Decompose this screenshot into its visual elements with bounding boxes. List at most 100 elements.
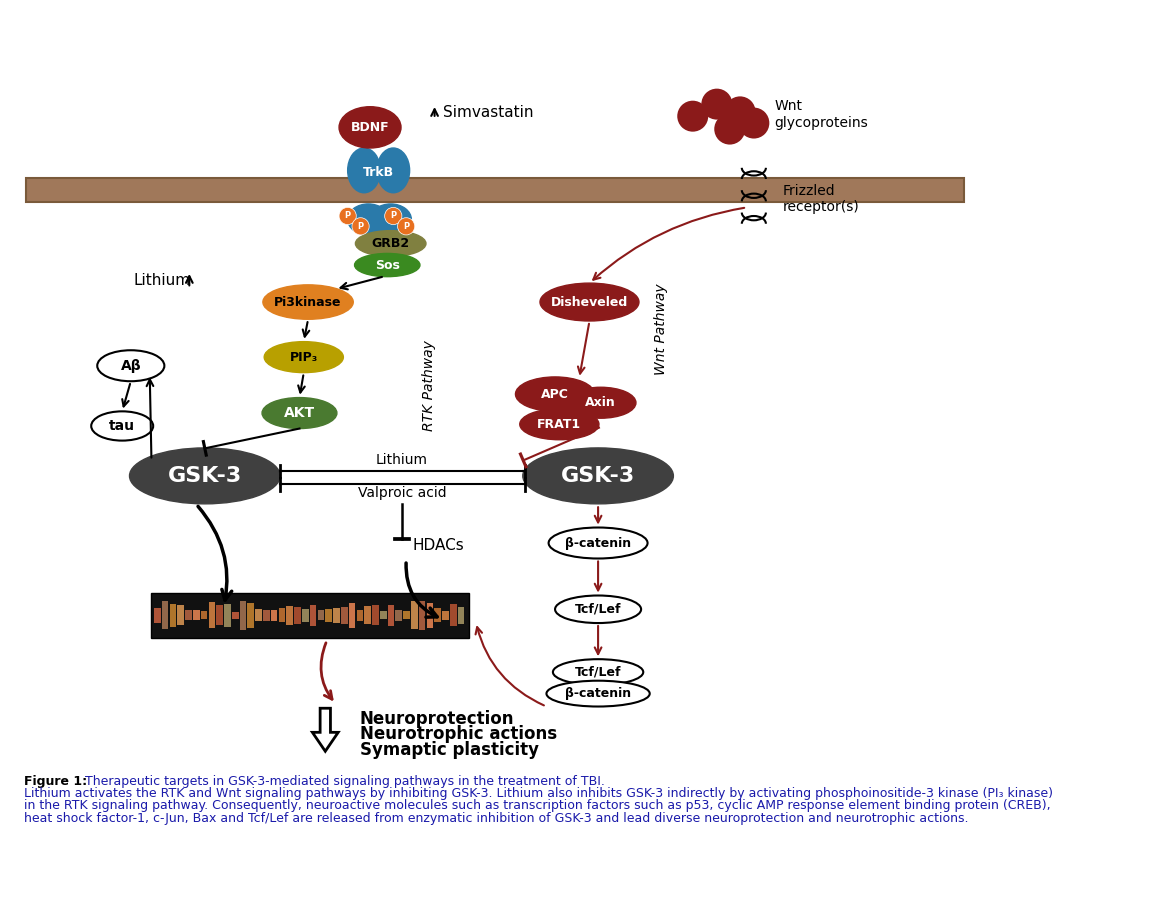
Bar	[154, 607, 160, 623]
Text: Wnt
glycoproteins: Wnt glycoproteins	[774, 99, 869, 130]
Bar	[256, 609, 262, 621]
Bar	[372, 605, 379, 625]
Text: GRB2: GRB2	[372, 237, 410, 250]
Text: Disheveled: Disheveled	[551, 296, 628, 308]
FancyArrowPatch shape	[406, 563, 437, 617]
Text: Symaptic plasticity: Symaptic plasticity	[359, 741, 539, 759]
Ellipse shape	[348, 148, 380, 193]
Text: Aβ: Aβ	[121, 359, 141, 373]
Circle shape	[677, 101, 708, 132]
Text: heat shock factor-1, c-Jun, Bax and Tcf/Lef are released from enzymatic inhibiti: heat shock factor-1, c-Jun, Bax and Tcf/…	[24, 812, 969, 824]
Text: PIP₃: PIP₃	[289, 350, 318, 364]
Bar	[380, 612, 387, 619]
Ellipse shape	[520, 409, 599, 440]
FancyArrowPatch shape	[146, 379, 153, 458]
Bar	[161, 601, 168, 630]
Text: Frizzled
receptor(s): Frizzled receptor(s)	[783, 184, 859, 214]
FancyArrowPatch shape	[594, 507, 601, 523]
Ellipse shape	[555, 596, 642, 623]
FancyArrowPatch shape	[594, 561, 601, 590]
Bar	[263, 610, 270, 621]
Text: Neurotrophic actions: Neurotrophic actions	[359, 725, 556, 743]
Bar	[403, 611, 410, 620]
Bar	[287, 606, 293, 624]
Bar	[271, 610, 278, 621]
FancyArrowPatch shape	[476, 627, 544, 705]
Text: Axin: Axin	[585, 396, 616, 409]
Ellipse shape	[515, 377, 594, 412]
Text: GSK-3: GSK-3	[168, 466, 242, 486]
Text: P: P	[357, 222, 364, 231]
Bar	[302, 608, 309, 622]
FancyArrowPatch shape	[431, 109, 438, 116]
Circle shape	[353, 218, 369, 235]
Text: P: P	[391, 212, 396, 221]
FancyArrowPatch shape	[298, 376, 305, 393]
Ellipse shape	[523, 448, 674, 504]
Text: FRAT1: FRAT1	[537, 418, 582, 431]
Circle shape	[385, 207, 402, 224]
Bar	[209, 602, 215, 628]
FancyArrowPatch shape	[122, 384, 130, 406]
Bar	[388, 605, 394, 625]
FancyArrowPatch shape	[593, 208, 744, 279]
Bar	[395, 610, 402, 621]
Ellipse shape	[355, 253, 420, 277]
Bar	[151, 593, 469, 638]
Text: Valproic acid: Valproic acid	[357, 487, 446, 500]
Bar	[240, 601, 247, 630]
Text: HDACs: HDACs	[412, 538, 464, 553]
Circle shape	[702, 88, 733, 120]
Text: Lithium: Lithium	[134, 273, 190, 288]
Text: Pi3kinase: Pi3kinase	[274, 296, 342, 308]
Ellipse shape	[129, 448, 280, 504]
Ellipse shape	[548, 527, 647, 559]
Bar	[426, 603, 433, 628]
Text: Tcf/Lef: Tcf/Lef	[575, 666, 621, 678]
Bar	[294, 607, 301, 623]
Ellipse shape	[356, 231, 426, 257]
Bar	[325, 608, 332, 622]
Text: P: P	[344, 212, 350, 221]
Ellipse shape	[263, 285, 354, 319]
Text: Lithium activates the RTK and Wnt signaling pathways by inhibiting GSK-3. Lithiu: Lithium activates the RTK and Wnt signal…	[24, 787, 1053, 800]
Bar	[177, 605, 184, 625]
Ellipse shape	[262, 397, 336, 429]
Bar	[169, 604, 176, 627]
Bar	[194, 610, 199, 621]
Text: RTK Pathway: RTK Pathway	[422, 340, 435, 431]
Bar	[411, 601, 418, 630]
Bar	[333, 608, 340, 623]
Bar	[279, 608, 286, 623]
Bar	[225, 604, 230, 627]
Bar	[364, 606, 371, 624]
Circle shape	[725, 96, 756, 127]
Ellipse shape	[370, 204, 411, 235]
FancyArrowPatch shape	[185, 277, 192, 286]
Polygon shape	[312, 708, 339, 751]
Text: AKT: AKT	[283, 406, 314, 420]
Text: Simvastatin: Simvastatin	[444, 105, 533, 120]
Ellipse shape	[377, 148, 410, 193]
Ellipse shape	[97, 350, 165, 381]
Ellipse shape	[553, 660, 643, 685]
Bar	[349, 603, 355, 627]
Bar	[457, 607, 464, 623]
Bar	[200, 611, 207, 619]
Bar	[25, 178, 964, 202]
Text: β-catenin: β-catenin	[564, 687, 631, 700]
Bar	[248, 603, 255, 628]
Bar	[419, 601, 425, 630]
Text: APC: APC	[541, 387, 569, 401]
Circle shape	[714, 114, 745, 144]
Ellipse shape	[339, 106, 401, 148]
Text: BDNF: BDNF	[350, 121, 389, 134]
Bar	[232, 612, 238, 619]
Text: P: P	[403, 222, 409, 231]
Text: Tcf/Lef: Tcf/Lef	[575, 603, 621, 615]
Text: β-catenin: β-catenin	[564, 536, 631, 550]
Circle shape	[738, 107, 770, 139]
FancyArrowPatch shape	[578, 323, 589, 374]
FancyArrowPatch shape	[341, 277, 382, 289]
Bar	[310, 605, 317, 625]
